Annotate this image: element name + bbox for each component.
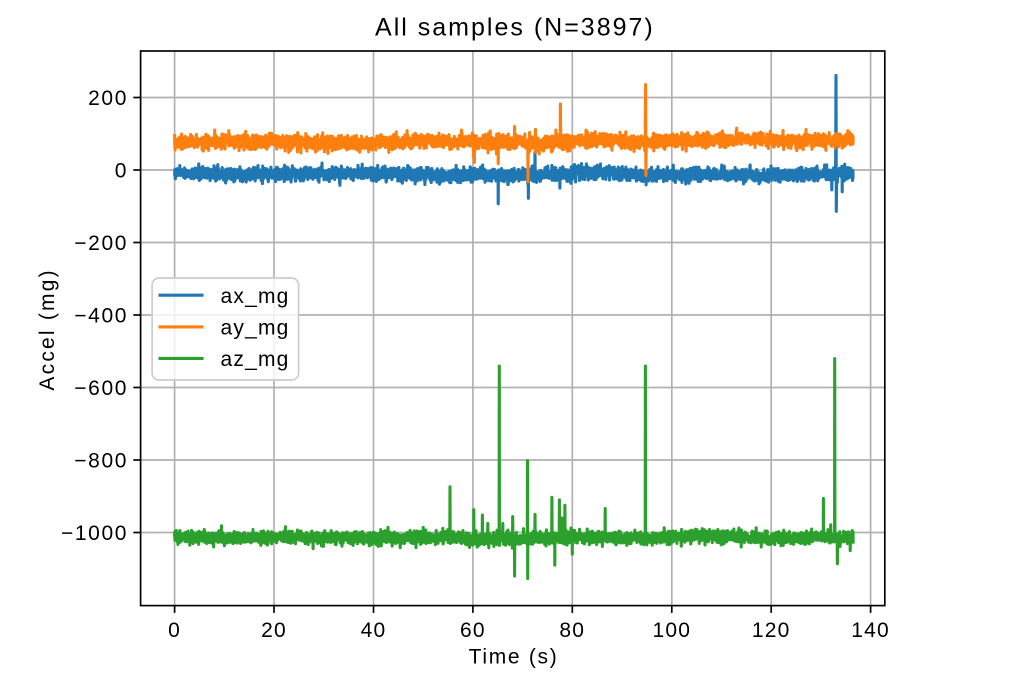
svg-text:0: 0 — [115, 160, 128, 183]
svg-text:80: 80 — [559, 619, 585, 642]
svg-text:−600: −600 — [74, 377, 128, 400]
svg-text:0: 0 — [168, 619, 181, 642]
svg-text:−400: −400 — [74, 305, 128, 328]
svg-text:Time (s): Time (s) — [469, 646, 559, 669]
svg-text:100: 100 — [652, 619, 691, 642]
svg-text:−800: −800 — [74, 450, 128, 473]
svg-text:20: 20 — [261, 619, 287, 642]
svg-text:−1000: −1000 — [61, 522, 128, 545]
svg-text:40: 40 — [361, 619, 387, 642]
svg-text:All samples (N=3897): All samples (N=3897) — [375, 14, 655, 42]
svg-text:60: 60 — [460, 619, 486, 642]
svg-text:140: 140 — [851, 619, 890, 642]
svg-text:−200: −200 — [74, 232, 128, 255]
svg-text:200: 200 — [88, 87, 128, 110]
svg-text:az_mg: az_mg — [221, 348, 290, 371]
svg-text:120: 120 — [752, 619, 791, 642]
svg-text:ay_mg: ay_mg — [221, 317, 290, 340]
svg-text:Accel (mg): Accel (mg) — [36, 268, 59, 390]
svg-text:ax_mg: ax_mg — [221, 285, 290, 308]
